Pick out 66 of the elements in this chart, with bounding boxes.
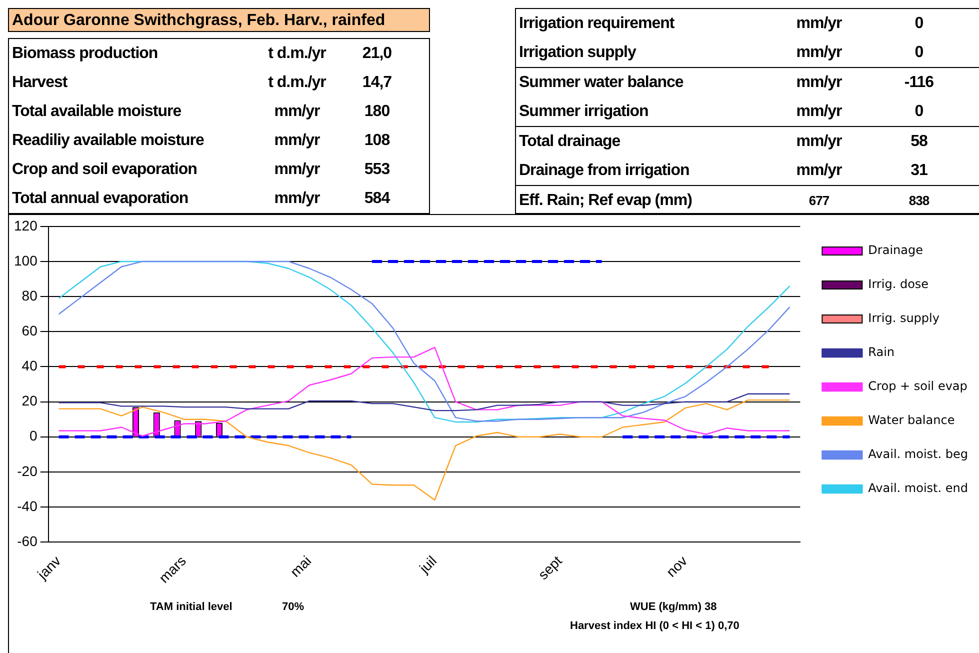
- text: WUE (kg/mm) 38: [630, 601, 717, 613]
- text: Harvest: [11, 73, 68, 93]
- text: Crop and soil evaporation: [11, 160, 198, 180]
- y-tick-label: 0: [30, 428, 38, 444]
- text: Eff. Rain; Ref evap (mm): [518, 191, 693, 211]
- text: Irrigation supply: [518, 43, 638, 63]
- text: mm/yr: [273, 131, 321, 151]
- y-tick-label: -40: [17, 498, 38, 514]
- chart-title: Adour Garonne Swithchgrass, Feb. Harv., rainfed: [8, 8, 430, 32]
- y-tick-label: 100: [14, 252, 38, 268]
- text: t d.m./yr: [267, 44, 328, 64]
- text: mm/yr: [795, 43, 843, 63]
- text: 70%: [282, 601, 304, 613]
- x-tick-label: juil: [415, 552, 440, 577]
- text: Harvest index HI (0 < HI < 1) 0,70: [570, 620, 740, 632]
- y-tick-label: 40: [22, 358, 38, 374]
- text: mm/yr: [273, 160, 321, 180]
- text: mm/yr: [795, 73, 843, 93]
- text: Summer irrigation: [518, 102, 650, 122]
- y-tick-label: 20: [22, 392, 38, 409]
- text: Total available moisture: [11, 102, 182, 122]
- text: mm/yr: [273, 102, 321, 122]
- text: 838: [908, 192, 930, 210]
- y-tick-label: 80: [22, 287, 38, 304]
- text: mm/yr: [273, 189, 321, 209]
- text: 14,7: [361, 73, 393, 93]
- text: Irrigation requirement: [518, 14, 676, 34]
- text: mm/yr: [795, 132, 843, 152]
- text: Total drainage: [518, 132, 622, 152]
- y-tick-label: -20: [17, 462, 38, 479]
- text: Biomass production: [11, 44, 159, 64]
- x-tick-label: sept: [534, 552, 565, 583]
- text: mm/yr: [795, 161, 843, 181]
- text: -116: [903, 73, 935, 93]
- text: Readiliy available moisture: [11, 131, 205, 151]
- text: 108: [363, 131, 391, 151]
- text: 0: [914, 14, 924, 34]
- y-tick-label: -60: [17, 532, 38, 549]
- legend-label: Water balance: [868, 413, 955, 428]
- text: 180: [363, 102, 391, 122]
- text: t d.m./yr: [267, 73, 328, 93]
- x-tick-label: nov: [662, 552, 690, 580]
- text: 31: [910, 161, 928, 181]
- y-tick-label: 120: [14, 217, 38, 234]
- legend-label: Avail. moist. beg: [868, 447, 968, 462]
- legend-label: Crop + soil evap: [868, 379, 968, 394]
- legend-label: Irrig. dose: [868, 277, 929, 292]
- text: 0: [914, 102, 924, 122]
- x-tick-label: mai: [286, 552, 314, 580]
- text: 677: [808, 192, 830, 210]
- legend-label: Drainage: [868, 243, 923, 258]
- text: Total annual evaporation: [11, 189, 190, 209]
- legend-label: Avail. moist. end: [868, 481, 968, 496]
- legend-label: Irrig. supply: [868, 311, 940, 326]
- y-tick-label: 60: [22, 322, 38, 338]
- text: 553: [363, 160, 391, 180]
- text: TAM initial level: [150, 601, 232, 613]
- legend-label: Rain: [868, 345, 895, 360]
- text: mm/yr: [795, 102, 843, 122]
- text: 584: [363, 189, 391, 209]
- text: 21,0: [361, 44, 393, 64]
- text: Drainage from irrigation: [518, 161, 690, 181]
- text: Summer water balance: [518, 73, 684, 93]
- text: 58: [910, 132, 928, 152]
- text: mm/yr: [795, 14, 843, 34]
- text: 0: [914, 43, 924, 63]
